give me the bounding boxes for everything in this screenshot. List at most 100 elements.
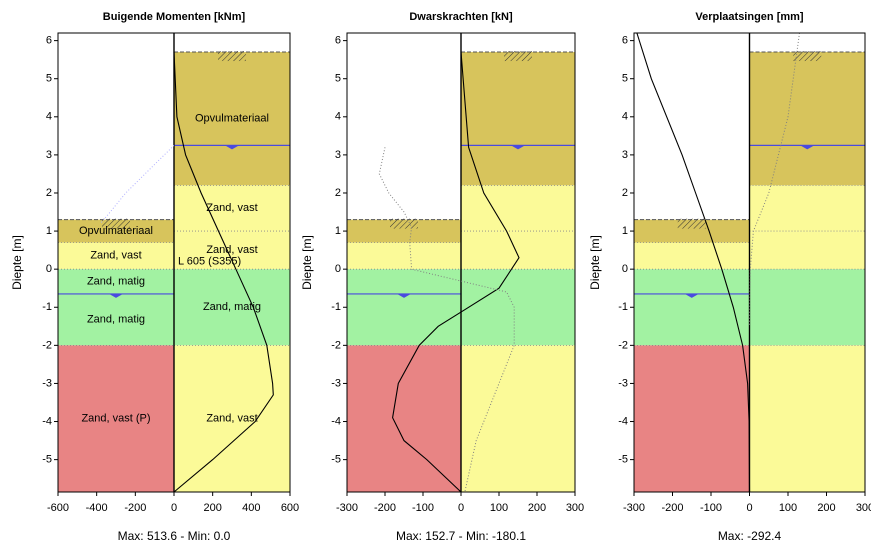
soil-layer xyxy=(347,242,461,270)
x-tick-label: 200 xyxy=(817,502,835,514)
y-tick-label: -4 xyxy=(331,415,341,427)
x-tick-label: -300 xyxy=(336,502,358,514)
x-tick-label: 300 xyxy=(856,502,871,514)
layer-label: Zand, vast xyxy=(206,244,257,256)
x-tick-label: -600 xyxy=(47,502,69,514)
y-tick-label: -1 xyxy=(618,301,628,313)
soil-layer xyxy=(347,269,461,294)
x-tick-label: 100 xyxy=(490,502,508,514)
y-tick-label: -3 xyxy=(618,377,628,389)
y-tick-label: -3 xyxy=(42,377,52,389)
soil-layer xyxy=(634,242,750,270)
y-tick-label: 3 xyxy=(335,149,341,161)
x-tick-label: -100 xyxy=(700,502,722,514)
soil-layer xyxy=(634,345,750,492)
soil-layer xyxy=(174,185,290,232)
soil-layer xyxy=(634,219,750,243)
x-tick-label: -200 xyxy=(374,502,396,514)
x-tick-label: 0 xyxy=(171,502,177,514)
soil-layer xyxy=(749,345,865,492)
soil-layer xyxy=(347,219,461,243)
y-tick-label: -2 xyxy=(331,339,341,351)
y-tick-label: -3 xyxy=(331,377,341,389)
y-tick-label: 5 xyxy=(46,73,52,85)
chart-title: Dwarskrachten [kN] xyxy=(409,11,513,23)
soil-layer xyxy=(174,269,290,346)
y-tick-label: 1 xyxy=(46,225,52,237)
y-tick-label: 4 xyxy=(622,111,628,123)
x-tick-label: 200 xyxy=(203,502,221,514)
y-tick-label: 2 xyxy=(46,187,52,199)
result-line xyxy=(392,51,520,493)
soil-layer xyxy=(461,345,575,492)
y-tick-label: 1 xyxy=(335,225,341,237)
soil-layer xyxy=(749,231,865,270)
chart-title: Verplaatsingen [mm] xyxy=(695,11,804,23)
surface-hatch xyxy=(793,51,822,62)
soil-layer xyxy=(461,185,575,232)
y-tick-label: 6 xyxy=(622,35,628,47)
soil-layer xyxy=(347,345,461,492)
x-tick-label: 300 xyxy=(566,502,584,514)
soil-layer xyxy=(749,269,865,346)
x-tick-label: -200 xyxy=(661,502,683,514)
x-tick-label: 100 xyxy=(779,502,797,514)
x-tick-label: 200 xyxy=(528,502,546,514)
footer: Max: 513.6 - Min: 0.0 xyxy=(118,529,231,543)
soil-layer xyxy=(461,231,575,270)
y-tick-label: -2 xyxy=(42,339,52,351)
soil-layer xyxy=(634,269,750,294)
surface-hatch xyxy=(218,51,246,62)
y-axis-label: Diepte [m] xyxy=(588,235,602,290)
water-marker xyxy=(511,145,525,150)
y-tick-label: 1 xyxy=(622,225,628,237)
y-tick-label: -1 xyxy=(331,301,341,313)
x-tick-label: -100 xyxy=(412,502,434,514)
soil-layer xyxy=(58,293,174,346)
soil-layer xyxy=(634,293,750,346)
footer: Max: -292.4 xyxy=(718,529,782,543)
layer-label: Opvulmateriaal xyxy=(79,225,153,237)
y-tick-label: 2 xyxy=(335,187,341,199)
surface-hatch xyxy=(102,218,130,229)
y-tick-label: 0 xyxy=(335,263,341,275)
y-tick-label: -5 xyxy=(331,454,341,466)
x-tick-label: -200 xyxy=(124,502,146,514)
y-tick-label: 3 xyxy=(46,149,52,161)
result-line xyxy=(636,32,751,493)
y-tick-label: -4 xyxy=(618,415,628,427)
y-tick-label: 6 xyxy=(46,35,52,47)
y-tick-label: 4 xyxy=(46,111,52,123)
surface-hatch xyxy=(504,51,532,62)
soil-layer xyxy=(461,52,575,186)
y-tick-label: 4 xyxy=(335,111,341,123)
layer-label: Zand, matig xyxy=(203,301,261,313)
soil-layer xyxy=(58,269,174,294)
y-tick-label: 6 xyxy=(335,35,341,47)
y-tick-label: -5 xyxy=(42,454,52,466)
y-tick-label: 0 xyxy=(46,263,52,275)
surface-hatch xyxy=(390,218,418,229)
y-tick-label: 3 xyxy=(622,149,628,161)
surface-hatch xyxy=(677,218,706,229)
chart-title: Buigende Momenten [kNm] xyxy=(103,11,246,23)
water-marker xyxy=(800,145,815,150)
x-tick-label: -400 xyxy=(86,502,108,514)
layer-label: Opvulmateriaal xyxy=(195,113,269,125)
water-marker xyxy=(109,293,123,298)
y-tick-label: -2 xyxy=(618,339,628,351)
y-tick-label: -5 xyxy=(618,454,628,466)
layer-label: Zand, matig xyxy=(87,314,145,326)
x-tick-label: -300 xyxy=(623,502,645,514)
soil-layer xyxy=(58,219,174,243)
soil-layer xyxy=(174,231,290,270)
result-line xyxy=(100,145,175,224)
soil-layer xyxy=(347,293,461,346)
y-tick-label: 5 xyxy=(622,73,628,85)
soil-layer xyxy=(58,345,174,492)
soil-layer xyxy=(461,269,575,346)
water-marker xyxy=(684,293,699,298)
y-tick-label: 5 xyxy=(335,73,341,85)
x-tick-label: 0 xyxy=(746,502,752,514)
